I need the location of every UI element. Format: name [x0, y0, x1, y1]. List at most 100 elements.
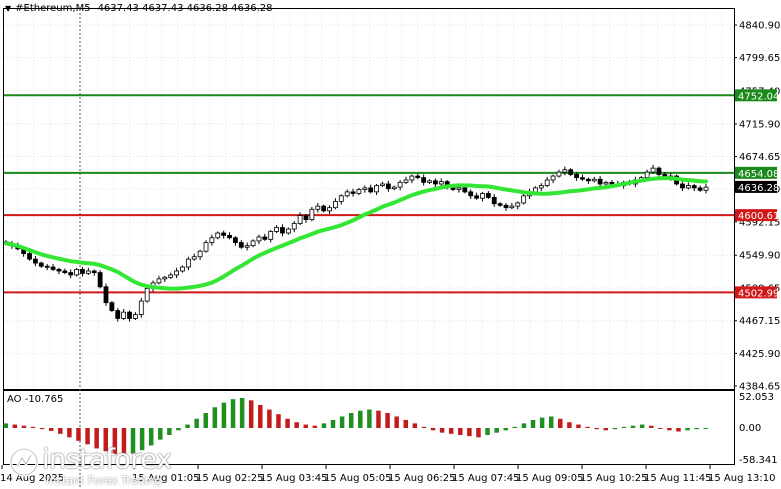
ao-bar — [458, 428, 463, 435]
ao-bar — [203, 413, 208, 428]
candlesticks — [3, 164, 709, 322]
ao-bar — [503, 428, 508, 431]
candle — [74, 267, 79, 277]
ao-bar — [694, 428, 699, 430]
ao-bar — [630, 425, 636, 428]
candle — [656, 166, 662, 178]
price-tick-label: 4425.90 — [739, 349, 780, 360]
time-tick-label: 15 Aug 13:10 — [708, 473, 775, 484]
ao-bar — [512, 426, 518, 428]
ao-bar — [703, 428, 708, 429]
ao-bar — [567, 422, 572, 428]
ao-bar — [212, 407, 218, 428]
ao-bar — [248, 400, 254, 428]
candle — [227, 232, 232, 240]
candle — [680, 181, 685, 192]
candle — [521, 193, 527, 205]
time-tick-label: 15 Aug 01:05 — [132, 473, 199, 484]
ao-bar — [67, 428, 72, 438]
candle — [97, 270, 103, 289]
candle — [80, 267, 85, 277]
candle — [315, 202, 321, 213]
ao-bar — [58, 428, 63, 434]
ao-bar — [130, 428, 136, 454]
candle — [433, 178, 438, 188]
candle — [474, 192, 479, 200]
candle — [109, 301, 115, 313]
candle — [421, 174, 427, 186]
candle — [415, 173, 421, 180]
candle — [350, 188, 356, 197]
dropdown-arrow-icon[interactable]: ▼ — [5, 4, 12, 13]
ao-bar — [394, 416, 399, 428]
ao-bar — [358, 410, 363, 428]
ao-bar — [112, 428, 118, 455]
candle — [156, 275, 162, 285]
candle — [285, 227, 291, 235]
ao-bar — [12, 424, 18, 428]
candle — [268, 229, 274, 243]
ohlc-values: 4637.43 4637.43 4636.28 4636.28 — [97, 3, 273, 14]
candle — [56, 267, 62, 275]
candle — [468, 189, 474, 199]
candle — [556, 169, 562, 178]
main-chart-frame — [3, 8, 735, 390]
ao-bar — [576, 424, 581, 428]
ao-bar — [621, 426, 627, 428]
price-tick-label: 4674.65 — [739, 152, 780, 163]
candle — [280, 224, 285, 237]
ao-bar — [330, 419, 336, 428]
ao-bar — [194, 418, 199, 428]
ao-bar — [258, 404, 263, 428]
time-tick-label: 15 Aug 07:45 — [452, 473, 519, 484]
candle — [115, 308, 121, 322]
ao-bar — [539, 417, 545, 428]
ao-bar — [103, 428, 108, 452]
ao-bar — [412, 423, 418, 428]
ao-bar — [321, 423, 327, 428]
ao-bar — [339, 416, 345, 428]
candle — [333, 198, 338, 210]
candle — [650, 164, 656, 174]
candle — [362, 185, 368, 193]
ao-tick-label: 52.053 — [739, 392, 774, 403]
candle — [509, 202, 515, 210]
candle — [574, 172, 579, 181]
ao-bar — [376, 410, 381, 428]
candle — [409, 174, 415, 184]
ao-bar — [421, 426, 427, 428]
candle — [297, 212, 303, 226]
candle — [562, 166, 568, 176]
candle — [121, 308, 127, 321]
ao-bar — [185, 424, 190, 428]
candle — [238, 240, 244, 249]
candle — [262, 233, 268, 241]
ao-bar — [476, 428, 481, 438]
candle — [91, 269, 97, 276]
candle — [291, 221, 297, 233]
price-tick-label: 4467.15 — [739, 316, 780, 327]
ao-bar — [530, 419, 536, 428]
candle — [303, 214, 309, 223]
ao-bar — [176, 428, 181, 431]
ao-bar — [685, 428, 690, 431]
ao-bar — [30, 426, 36, 428]
ao-bar — [558, 418, 563, 428]
candle — [144, 286, 150, 303]
candle — [103, 283, 109, 306]
ao-bar — [403, 419, 408, 428]
candle — [168, 272, 174, 279]
ao-histogram — [3, 398, 708, 456]
candle — [438, 178, 444, 186]
ao-bar — [658, 428, 663, 429]
ao-bar — [230, 399, 236, 428]
candle — [68, 269, 74, 279]
candle — [427, 179, 432, 184]
ao-bar — [21, 425, 27, 428]
price-axis: 4840.904799.654757.404715.904674.654633.… — [734, 21, 780, 393]
candle — [62, 268, 68, 275]
ao-bar — [648, 425, 654, 428]
ao-bar — [121, 428, 127, 456]
candle — [480, 191, 485, 202]
